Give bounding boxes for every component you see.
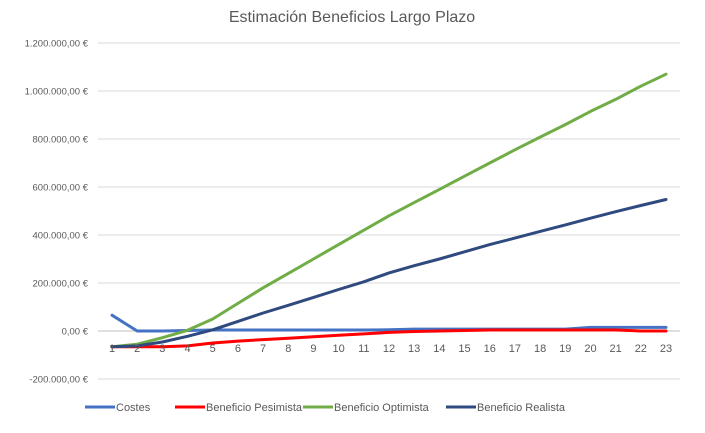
- series-line-beneficio-realista: [110, 198, 668, 349]
- x-tick-label: 1: [109, 343, 115, 355]
- y-tick-label: 0,00 €: [62, 327, 89, 338]
- series-line-beneficio-optimista: [110, 72, 668, 349]
- x-tick-label: 22: [635, 343, 647, 355]
- x-tick-label: 2: [134, 343, 140, 355]
- y-tick-label: 200.000,00 €: [33, 279, 89, 290]
- x-tick-label: 4: [184, 343, 190, 355]
- legend: Costes Beneficio Pesimista Beneficio Optim…: [85, 402, 566, 414]
- legend-label: Beneficio Optimista: [334, 402, 430, 414]
- x-tick-label: 12: [383, 343, 395, 355]
- y-tick-label: 1.200.000,00 €: [25, 39, 89, 50]
- y-tick-label: 1.000.000,00 €: [25, 87, 89, 98]
- series-lines: [110, 72, 668, 349]
- x-tick-label: 10: [333, 343, 345, 355]
- x-tick-label: 13: [408, 343, 420, 355]
- x-tick-label: 23: [660, 343, 672, 355]
- x-tick-label: 7: [260, 343, 266, 355]
- x-tick-label: 3: [159, 343, 165, 355]
- legend-label: Beneficio Pesimista: [206, 402, 303, 414]
- y-tick-label: 800.000,00 €: [33, 135, 89, 146]
- y-tick-label: 400.000,00 €: [33, 231, 89, 242]
- x-axis-tick-labels: 1 2 3 4 5 6 7 8 9 10 11 12 13 14 15 16 17 18 19 20 21 22 23: [109, 343, 672, 355]
- x-tick-label: 5: [210, 343, 216, 355]
- x-tick-label: 15: [458, 343, 470, 355]
- x-tick-label: 8: [285, 343, 291, 355]
- x-tick-label: 6: [235, 343, 241, 355]
- x-tick-label: 18: [534, 343, 546, 355]
- x-tick-label: 16: [484, 343, 496, 355]
- series-line-beneficio-pesimista: [110, 328, 668, 349]
- x-tick-label: 14: [433, 343, 445, 355]
- chart-title: Estimación Beneficios Largo Plazo: [229, 9, 475, 26]
- y-tick-label: -200.000,00 €: [29, 375, 88, 386]
- y-axis-tick-labels: -200.000,00 € 0,00 € 200.000,00 € 400.000,0…: [25, 39, 89, 386]
- x-tick-label: 19: [559, 343, 571, 355]
- y-tick-label: 600.000,00 €: [33, 183, 89, 194]
- x-tick-label: 9: [310, 343, 316, 355]
- legend-label: Costes: [116, 402, 151, 414]
- x-tick-label: 17: [509, 343, 521, 355]
- legend-label: Beneficio Realista: [477, 402, 566, 414]
- x-tick-label: 21: [610, 343, 622, 355]
- x-tick-label: 11: [358, 343, 369, 355]
- x-tick-label: 20: [584, 343, 596, 355]
